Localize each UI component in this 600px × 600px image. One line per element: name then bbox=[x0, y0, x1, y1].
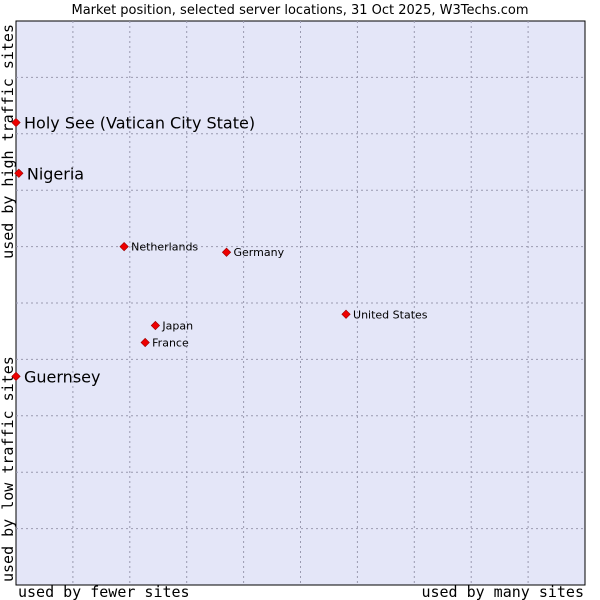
point-marker-germany bbox=[221, 247, 232, 257]
x-axis-label-left: used by fewer sites bbox=[18, 583, 190, 600]
point-label-nigeria: Nigeria bbox=[27, 164, 84, 183]
point-marker-japan bbox=[150, 320, 161, 331]
point-marker-holy-see-vatican-city-state bbox=[11, 117, 21, 128]
point-marker-guernsey bbox=[11, 371, 21, 381]
grid bbox=[16, 21, 585, 585]
point-marker-nigeria bbox=[14, 168, 24, 178]
data-points: Holy See (Vatican City State) Nigeria Neth… bbox=[11, 114, 428, 386]
point-label-united-states: United States bbox=[353, 308, 428, 321]
y-axis-label-bottom: used by low traffic sites bbox=[0, 356, 17, 582]
point-label-holy-see-vatican-city-state: Holy See (Vatican City State) bbox=[24, 114, 255, 133]
point-label-france: France bbox=[152, 336, 189, 349]
point-label-guernsey: Guernsey bbox=[24, 367, 100, 386]
chart-title: Market position, selected server locatio… bbox=[71, 3, 528, 18]
point-marker-france bbox=[140, 337, 150, 348]
point-marker-netherlands bbox=[119, 241, 129, 252]
y-axis-label-top: used by high traffic sites bbox=[0, 24, 17, 259]
point-label-japan: Japan bbox=[161, 320, 193, 333]
point-label-germany: Germany bbox=[234, 246, 285, 259]
point-marker-united-states bbox=[341, 309, 351, 319]
x-axis-label-right: used by many sites bbox=[421, 583, 584, 600]
point-label-netherlands: Netherlands bbox=[131, 241, 198, 254]
